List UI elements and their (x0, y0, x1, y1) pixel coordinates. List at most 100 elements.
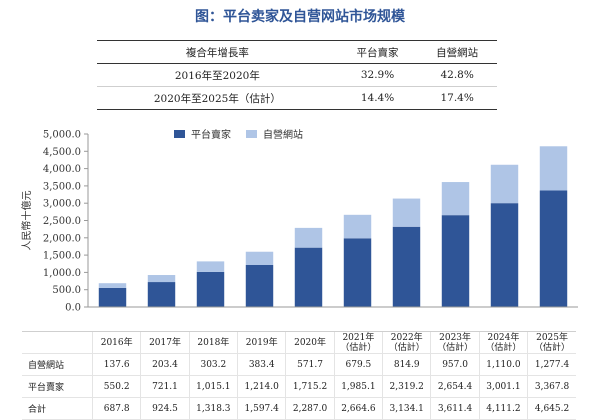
data-table-cell: 1,214.0 (237, 375, 286, 398)
data-table-cell: 1,110.0 (478, 353, 528, 376)
y-tick-label: 2,000.0 (43, 233, 81, 244)
y-axis-label: 人民幣十億元 (20, 191, 33, 251)
data-table-cell: 383.4 (237, 353, 286, 376)
bar-self-operated-sites (490, 164, 519, 204)
stacked-bar-chart: 0.0 500.0 1,000.0 1,500.0 2,000.0 2,500.0 3,00… (20, 128, 578, 314)
y-tick-label: 4,000.0 (43, 164, 81, 175)
data-table-cell: 3,611.4 (430, 397, 480, 420)
data-table-cell: 679.5 (333, 353, 383, 376)
bar-platform-sellers (98, 287, 127, 307)
data-table-cell: 2,287.0 (285, 397, 335, 420)
data-table-category-row: 2016年 2017年 2018年 2019年 2020年 2021年 （估計） 2022年… (22, 331, 576, 354)
cagr-header-row: 複合年增長率 平台賣家 自營網站 (97, 40, 497, 64)
y-tick-label: 1,500.0 (43, 251, 81, 262)
bar-platform-sellers (147, 282, 176, 307)
data-table-cell: 1,715.2 (285, 375, 335, 398)
data-table-cell: 4,645.2 (527, 397, 576, 420)
bar-self-operated-sites (245, 251, 274, 265)
data-table-cell: 814.9 (382, 353, 431, 376)
y-tick-label: 2,500.0 (43, 216, 81, 227)
cagr-header-self: 自營網站 (436, 46, 479, 59)
bar-platform-sellers (441, 215, 470, 307)
data-table-corner-cell (22, 331, 93, 354)
cagr-header-platform: 平台賣家 (356, 46, 399, 59)
x-tick-label: 2024年 （估計） (478, 331, 528, 354)
legend-label-platform: 平台賣家 (191, 128, 231, 141)
y-tick-label: 0.0 (65, 303, 81, 314)
data-table-cell: 687.8 (91, 397, 141, 420)
y-tick-label: 4,500.0 (43, 147, 81, 158)
y-tick-label: 5,000.0 (43, 130, 81, 141)
chart-title: 图：平台卖家及自营网站市场规模 (195, 9, 405, 25)
y-tick-label: 3,000.0 (43, 199, 81, 210)
cagr-platform-value: 32.9% (360, 69, 395, 81)
bar-self-operated-sites (147, 275, 176, 283)
x-tick-label: 2020年 (285, 331, 335, 354)
x-tick-label: 2019年 (237, 331, 286, 354)
cagr-self-value: 42.8% (440, 69, 474, 81)
data-table: 2016年 2017年 2018年 2019年 2020年 2021年 （估計） 2022年… (22, 331, 576, 420)
cagr-row-label: 2016年至2020年 (174, 69, 260, 82)
data-table-cell: 924.5 (140, 397, 190, 420)
cagr-header-label: 複合年增長率 (185, 46, 249, 59)
data-table-cell: 3,367.8 (527, 375, 576, 398)
bar-self-operated-sites (294, 227, 323, 248)
data-table-cell: 3,001.1 (478, 375, 528, 398)
data-table-cell: 721.1 (140, 375, 190, 398)
bar-self-operated-sites (98, 283, 127, 288)
data-table-cell: 2,654.4 (430, 375, 480, 398)
y-tick-label: 1,000.0 (43, 268, 81, 279)
data-table-cell: 1,277.4 (527, 353, 576, 376)
data-table-cell: 1,985.1 (333, 375, 383, 398)
data-table-cell: 957.0 (430, 353, 480, 376)
data-table-row: 平台賣家 550.2 721.1 1,015.1 1,214.0 1,715.2 1,985… (22, 375, 576, 398)
bar-self-operated-sites (343, 214, 372, 239)
bar-self-operated-sites (196, 261, 225, 272)
bar-platform-sellers (539, 190, 568, 307)
cagr-self-value: 17.4% (440, 92, 474, 104)
data-table-row-label: 合計 (22, 397, 93, 420)
bar-platform-sellers (490, 203, 519, 307)
x-tick-label: 2025年 （估計） (527, 331, 576, 354)
legend-label-self: 自營網站 (263, 128, 303, 141)
data-table-row-label: 平台賣家 (22, 375, 93, 398)
y-tick-label: 3,500.0 (43, 181, 81, 192)
cagr-platform-value: 14.4% (360, 92, 395, 104)
x-tick-label: 2022年 （估計） (382, 331, 431, 354)
data-table-cell: 303.2 (188, 353, 238, 376)
legend-swatch-self (246, 130, 257, 138)
cagr-table: 複合年增長率 平台賣家 自營網站 2016年至2020年 32.9% 42.8%… (97, 40, 497, 110)
bar-platform-sellers (196, 271, 225, 307)
data-table-cell: 2,664.6 (333, 397, 383, 420)
bar-self-operated-sites (392, 198, 421, 227)
data-table-cell: 203.4 (140, 353, 190, 376)
bar-platform-sellers (392, 226, 421, 307)
data-table-row: 自營網站 137.6 203.4 303.2 383.4 571.7 679.5 814.9 9… (22, 353, 576, 376)
bar-platform-sellers (343, 238, 372, 307)
x-tick-label: 2021年 （估計） (333, 331, 383, 354)
cagr-row: 2016年至2020年 32.9% 42.8% (97, 64, 497, 87)
cagr-row: 2020年至2025年（估計） 14.4% 17.4% (97, 87, 497, 110)
x-tick-label: 2016年 (91, 331, 141, 354)
legend-swatch-platform (174, 130, 185, 138)
bar-platform-sellers (294, 247, 323, 307)
bar-self-operated-sites (539, 146, 568, 191)
x-tick-label: 2023年 （估計） (430, 331, 480, 354)
data-table-cell: 1,597.4 (237, 397, 286, 420)
data-table-row: 合計 687.8 924.5 1,318.3 1,597.4 2,287.0 2,664.6… (22, 397, 576, 420)
data-table-cell: 1,015.1 (188, 375, 238, 398)
y-tick-label: 500.0 (52, 285, 81, 296)
data-table-cell: 1,318.3 (188, 397, 238, 420)
data-table-cell: 4,111.2 (478, 397, 528, 420)
data-table-cell: 571.7 (285, 353, 335, 376)
data-table-cell: 550.2 (91, 375, 141, 398)
data-table-cell: 2,319.2 (382, 375, 431, 398)
bar-platform-sellers (245, 264, 274, 307)
data-table-cell: 3,134.1 (382, 397, 431, 420)
x-tick-label: 2018年 (188, 331, 238, 354)
x-tick-label: 2017年 (140, 331, 190, 354)
bar-self-operated-sites (441, 182, 470, 216)
data-table-row-label: 自營網站 (22, 353, 93, 376)
data-table-cell: 137.6 (91, 353, 141, 376)
cagr-row-label: 2020年至2025年（估計） (153, 92, 281, 105)
